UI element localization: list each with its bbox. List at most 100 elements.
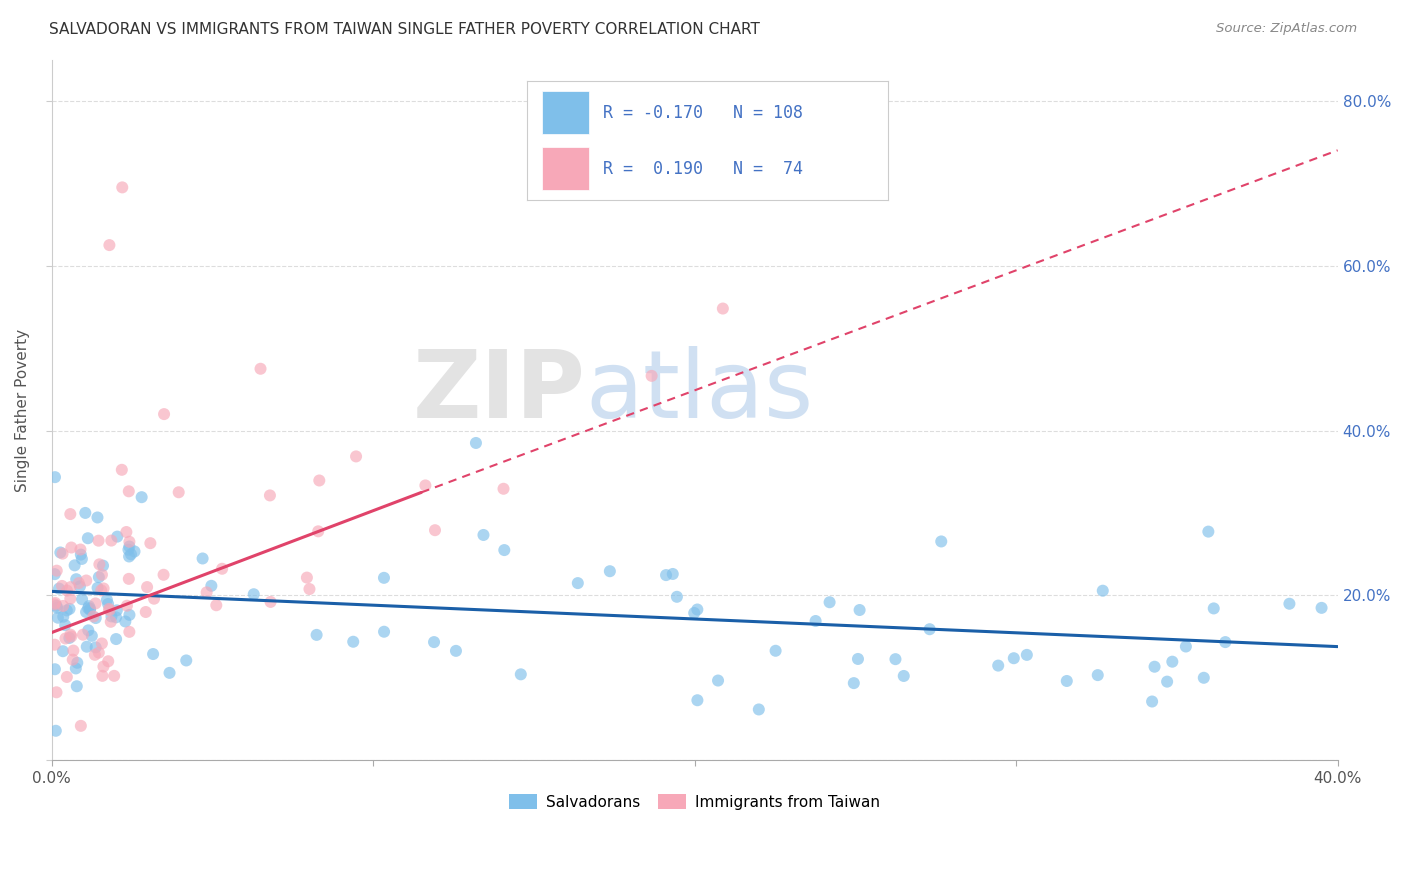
Text: ZIP: ZIP bbox=[412, 346, 585, 439]
Point bbox=[153, 407, 176, 421]
Point bbox=[298, 582, 321, 596]
Point bbox=[111, 180, 134, 194]
Point bbox=[93, 582, 115, 596]
Point bbox=[63, 558, 86, 573]
Point bbox=[46, 600, 69, 615]
Point bbox=[75, 574, 97, 588]
Point bbox=[79, 603, 101, 617]
Point bbox=[929, 534, 952, 549]
Point bbox=[1015, 648, 1038, 662]
Point bbox=[45, 599, 67, 613]
Point bbox=[118, 549, 141, 564]
Point bbox=[120, 547, 142, 561]
Point bbox=[1156, 674, 1178, 689]
Point bbox=[205, 599, 228, 613]
Point bbox=[56, 583, 79, 598]
Point bbox=[105, 530, 128, 544]
Point bbox=[60, 630, 83, 644]
Point bbox=[599, 564, 621, 578]
Point bbox=[44, 598, 66, 612]
Point bbox=[82, 609, 104, 624]
Point bbox=[70, 552, 93, 566]
Point bbox=[52, 644, 75, 658]
Point bbox=[686, 602, 709, 616]
Point bbox=[87, 646, 110, 660]
Point bbox=[97, 597, 120, 611]
Point bbox=[152, 567, 174, 582]
Point bbox=[167, 485, 190, 500]
Point bbox=[195, 585, 218, 599]
Point bbox=[56, 670, 79, 684]
Point bbox=[51, 547, 73, 561]
Point bbox=[45, 564, 67, 578]
Point bbox=[51, 579, 73, 593]
Point bbox=[1161, 655, 1184, 669]
Point bbox=[987, 658, 1010, 673]
Point bbox=[818, 595, 841, 609]
Point bbox=[211, 562, 233, 576]
Point bbox=[918, 622, 941, 636]
Point bbox=[444, 644, 467, 658]
Point bbox=[93, 659, 115, 673]
Point bbox=[87, 533, 110, 548]
Point bbox=[65, 661, 87, 675]
Point bbox=[143, 591, 166, 606]
Point bbox=[118, 624, 141, 639]
Point bbox=[46, 610, 69, 624]
Point bbox=[89, 558, 111, 572]
Point bbox=[423, 635, 446, 649]
Point bbox=[295, 571, 318, 585]
Point bbox=[44, 662, 66, 676]
Point bbox=[661, 566, 683, 581]
Point bbox=[45, 723, 67, 738]
Point bbox=[174, 653, 197, 667]
Point bbox=[118, 534, 141, 549]
Point bbox=[69, 542, 91, 557]
Point bbox=[87, 570, 110, 584]
Point bbox=[1278, 597, 1301, 611]
Text: Source: ZipAtlas.com: Source: ZipAtlas.com bbox=[1216, 22, 1357, 36]
Point bbox=[98, 602, 121, 616]
Point bbox=[465, 436, 488, 450]
Point bbox=[75, 506, 97, 520]
Point bbox=[80, 629, 103, 643]
Point bbox=[45, 685, 67, 699]
Point bbox=[159, 665, 181, 680]
Point bbox=[640, 368, 662, 383]
Point bbox=[1197, 524, 1219, 539]
Point bbox=[124, 544, 146, 558]
Point bbox=[259, 488, 281, 502]
Point bbox=[84, 611, 107, 625]
Point bbox=[48, 582, 70, 596]
Point bbox=[58, 602, 80, 616]
Point bbox=[105, 603, 128, 617]
Point bbox=[1002, 651, 1025, 665]
Point bbox=[70, 592, 93, 607]
Point bbox=[1192, 671, 1215, 685]
Point bbox=[44, 470, 66, 484]
Point bbox=[44, 596, 66, 610]
Point bbox=[373, 571, 395, 585]
Point bbox=[91, 669, 114, 683]
Point bbox=[748, 702, 770, 716]
Point bbox=[98, 603, 121, 617]
Point bbox=[53, 618, 76, 632]
Point bbox=[242, 587, 264, 601]
Point bbox=[1143, 659, 1166, 673]
Point bbox=[665, 590, 688, 604]
Point bbox=[59, 507, 82, 521]
Point bbox=[893, 669, 915, 683]
Point bbox=[259, 595, 281, 609]
Point bbox=[118, 540, 141, 554]
Point bbox=[105, 632, 128, 646]
Point bbox=[1174, 640, 1197, 654]
Point bbox=[118, 607, 141, 622]
Point bbox=[90, 583, 112, 598]
Point bbox=[765, 644, 787, 658]
Point bbox=[72, 628, 94, 642]
Point bbox=[111, 463, 134, 477]
Point bbox=[114, 615, 136, 629]
Point bbox=[1091, 583, 1114, 598]
Point bbox=[118, 572, 141, 586]
Point bbox=[117, 542, 139, 557]
